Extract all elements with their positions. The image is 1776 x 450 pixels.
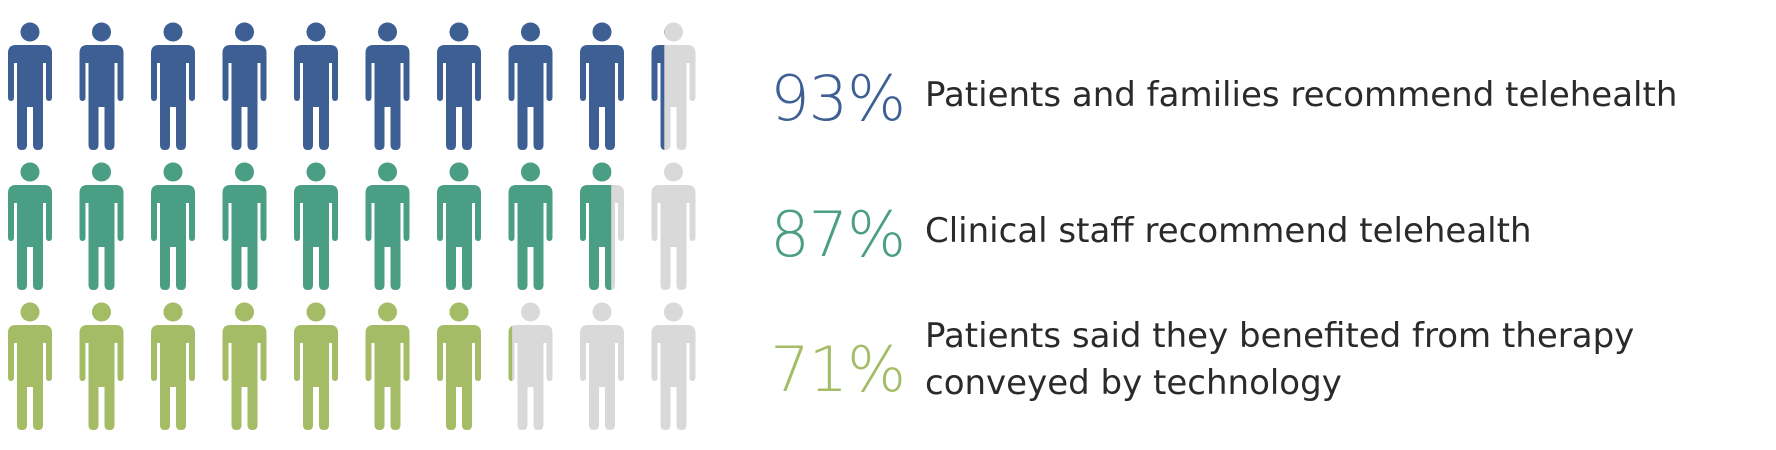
person-icon-benefit-8 bbox=[508, 302, 553, 430]
person-icon-staff-4 bbox=[222, 162, 267, 290]
person-icon-patients-10 bbox=[651, 22, 696, 150]
person-icon-patients-3 bbox=[151, 22, 195, 150]
person-icon-staff-7 bbox=[437, 162, 481, 290]
person-icon-grid bbox=[8, 22, 696, 430]
person-icon-patients-4 bbox=[222, 22, 267, 150]
person-icon-patients-9 bbox=[580, 22, 624, 150]
percent-patients: 93% bbox=[770, 62, 906, 135]
person-icon-staff-2 bbox=[79, 162, 124, 290]
percent-benefit: 71% bbox=[770, 333, 906, 406]
label-staff: Clinical staff recommend telehealth bbox=[925, 211, 1532, 251]
person-icon-benefit-9 bbox=[580, 302, 624, 430]
person-icon-patients-1 bbox=[8, 22, 52, 150]
person-icon-benefit-10 bbox=[651, 302, 696, 430]
person-icon-benefit-4 bbox=[222, 302, 267, 430]
person-icon-benefit-6 bbox=[365, 302, 410, 430]
person-icon-benefit-3 bbox=[151, 302, 195, 430]
person-icon-staff-6 bbox=[365, 162, 410, 290]
person-icon-patients-5 bbox=[294, 22, 338, 150]
person-icon-staff-9 bbox=[580, 162, 624, 290]
person-icon-benefit-1 bbox=[8, 302, 52, 430]
person-icon-patients-7 bbox=[437, 22, 481, 150]
person-icon-benefit-7 bbox=[437, 302, 481, 430]
person-icon-staff-10 bbox=[651, 162, 696, 290]
percent-staff: 87% bbox=[770, 198, 906, 271]
person-icon-staff-8 bbox=[508, 162, 553, 290]
label-patients: Patients and families recommend teleheal… bbox=[925, 75, 1678, 115]
person-icon-patients-8 bbox=[508, 22, 553, 150]
person-icon-patients-2 bbox=[79, 22, 124, 150]
row-benefit: 71% Patients said they benefited from th… bbox=[740, 316, 1770, 413]
person-icon-patients-6 bbox=[365, 22, 410, 150]
row-staff: 87% Clinical staff recommend telehealth bbox=[740, 198, 1770, 271]
person-icon-staff-5 bbox=[294, 162, 338, 290]
person-icon-staff-1 bbox=[8, 162, 52, 290]
person-icon-benefit-2 bbox=[79, 302, 124, 430]
row-patients: 93% Patients and families recommend tele… bbox=[740, 62, 1770, 135]
person-icon-benefit-5 bbox=[294, 302, 338, 430]
label-benefit: Patients said they benefited from therap… bbox=[925, 316, 1635, 403]
person-icon-staff-3 bbox=[151, 162, 195, 290]
